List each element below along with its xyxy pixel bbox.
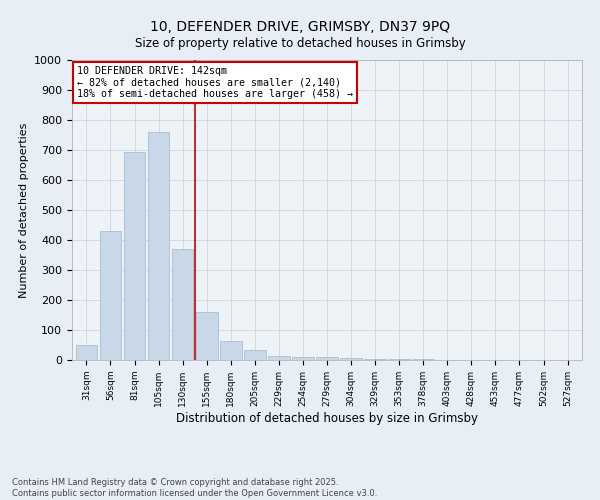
Bar <box>244 350 266 360</box>
Bar <box>100 231 121 360</box>
Text: 10, DEFENDER DRIVE, GRIMSBY, DN37 9PQ: 10, DEFENDER DRIVE, GRIMSBY, DN37 9PQ <box>150 20 450 34</box>
Text: Contains HM Land Registry data © Crown copyright and database right 2025.
Contai: Contains HM Land Registry data © Crown c… <box>12 478 377 498</box>
Text: Size of property relative to detached houses in Grimsby: Size of property relative to detached ho… <box>134 38 466 51</box>
Bar <box>196 312 218 360</box>
Bar <box>340 358 362 360</box>
Bar <box>220 340 242 360</box>
Bar <box>172 249 193 360</box>
Y-axis label: Number of detached properties: Number of detached properties <box>19 122 29 298</box>
Bar <box>412 358 434 360</box>
Text: 10 DEFENDER DRIVE: 142sqm
← 82% of detached houses are smaller (2,140)
18% of se: 10 DEFENDER DRIVE: 142sqm ← 82% of detac… <box>77 66 353 99</box>
Bar <box>76 345 97 360</box>
Bar <box>124 152 145 360</box>
Bar <box>316 357 338 360</box>
X-axis label: Distribution of detached houses by size in Grimsby: Distribution of detached houses by size … <box>176 412 478 424</box>
Bar <box>148 132 169 360</box>
Bar <box>292 357 314 360</box>
Bar <box>364 359 386 360</box>
Bar <box>268 356 290 360</box>
